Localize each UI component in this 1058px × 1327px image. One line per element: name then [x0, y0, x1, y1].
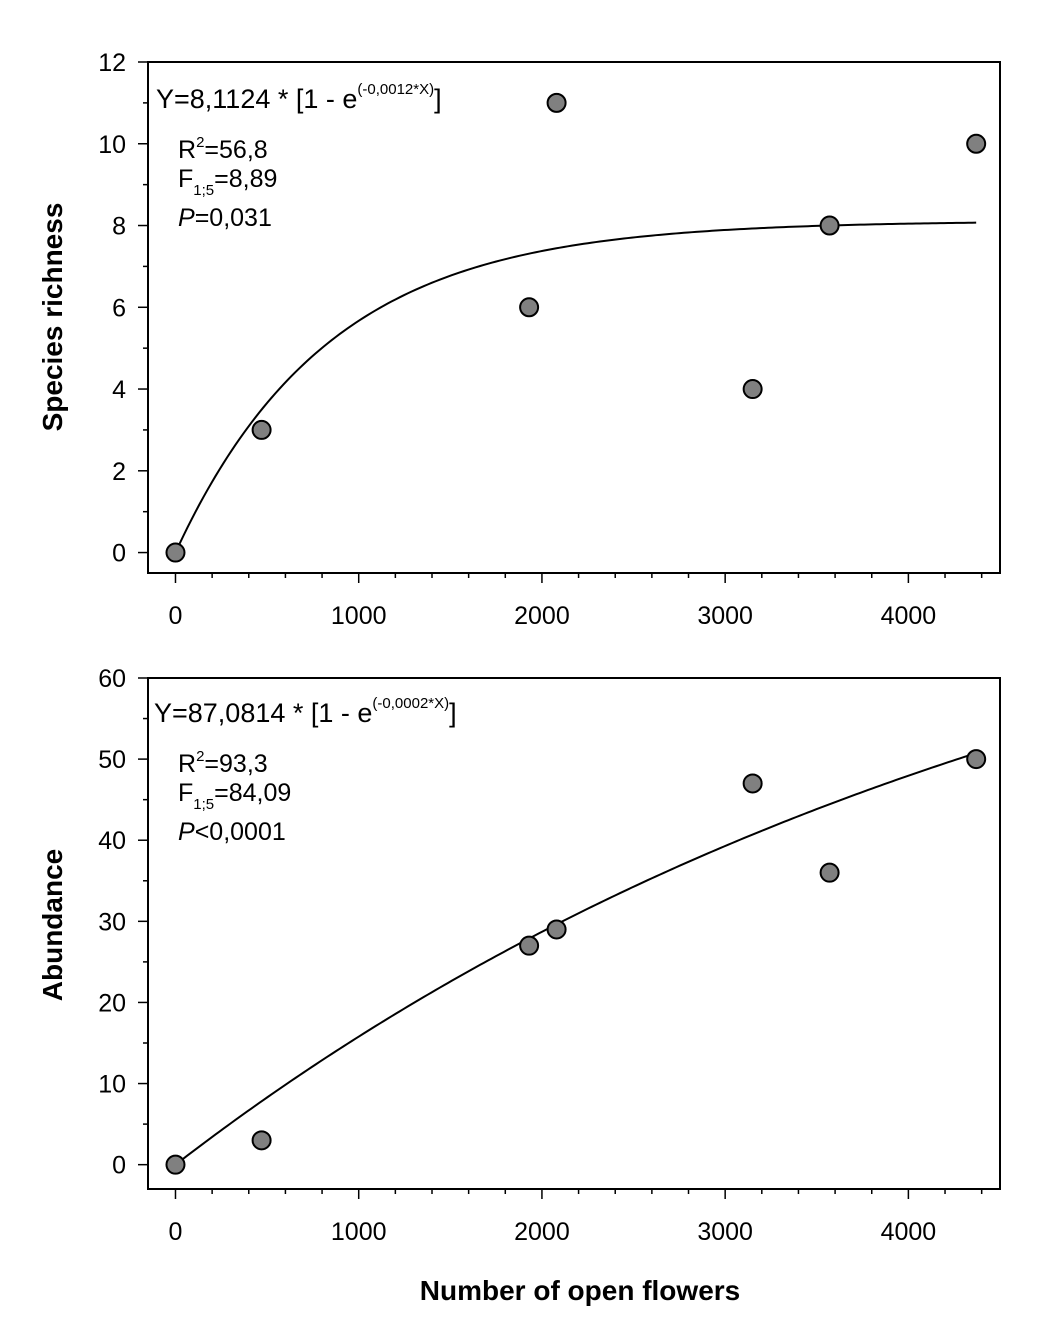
f-value: =84,09 [214, 779, 291, 807]
y-tick-label: 4 [112, 376, 126, 404]
data-point [819, 215, 840, 236]
y-tick-label: 40 [98, 827, 126, 855]
y-tick-label: 10 [98, 131, 126, 159]
y-tick-label: 10 [98, 1071, 126, 1099]
r-squared-stat: R2=56,8 [178, 134, 268, 164]
equation-prefix: Y=8,1124 * [1 - e [156, 84, 357, 114]
axis-ticks: 0 1000 2000 3000 4000 0 2 4 6 8 10 12 [98, 49, 983, 630]
y-axis-title: Abundance [37, 849, 68, 1001]
p-value: <0,0001 [195, 818, 286, 846]
p-stat: P<0,0001 [178, 818, 286, 846]
data-point [742, 773, 763, 794]
f-stat: F1;5=84,09 [178, 779, 291, 813]
equation-suffix: ] [434, 84, 442, 114]
f-value: =8,89 [214, 165, 277, 193]
abundance-panel: 0 1000 2000 3000 4000 0 10 20 30 40 50 60 Abundance… [37, 665, 1001, 1306]
x-axis-title: Number of open flowers [420, 1275, 740, 1306]
x-tick-label: 1000 [331, 602, 387, 630]
f-stat: F1;5=8,89 [178, 165, 277, 199]
equation-suffix: ] [449, 698, 457, 728]
fit-curve-layer [174, 221, 977, 553]
data-point [966, 133, 987, 154]
fit-curve [174, 221, 977, 553]
x-tick-label: 1000 [331, 1218, 387, 1246]
y-axis-title: Species richness [37, 203, 68, 432]
data-point [519, 935, 540, 956]
r-squared-value: =56,8 [204, 136, 267, 164]
f-sub: 1;5 [193, 796, 214, 813]
r-squared-stat: R2=93,3 [178, 748, 268, 778]
data-point [966, 749, 987, 770]
x-tick-label: 2000 [514, 602, 570, 630]
p-value: =0,031 [195, 204, 272, 232]
x-tick-label: 0 [169, 602, 183, 630]
axis-ticks: 0 1000 2000 3000 4000 0 10 20 30 40 50 60 [98, 665, 983, 1246]
plot-frame [147, 677, 1001, 1190]
plot-frame [147, 61, 1001, 574]
data-point [251, 1130, 272, 1151]
y-tick-label: 50 [98, 746, 126, 774]
data-point [165, 542, 186, 563]
data-point [819, 862, 840, 883]
equation-prefix: Y=87,0814 * [1 - e [154, 698, 372, 728]
y-tick-label: 60 [98, 665, 126, 693]
x-tick-label: 0 [169, 1218, 183, 1246]
fit-equation: Y=87,0814 * [1 - e(-0,0002*X)] [154, 695, 457, 728]
data-points-layer [165, 92, 987, 563]
fit-curve [174, 752, 977, 1166]
f-label: F [178, 165, 193, 193]
r-squared-sup: 2 [196, 134, 204, 151]
r-squared-label: R [178, 136, 196, 164]
y-tick-label: 0 [112, 1152, 126, 1180]
y-tick-label: 2 [112, 458, 126, 486]
p-label: P [178, 204, 195, 232]
r-squared-sup: 2 [196, 748, 204, 765]
y-tick-label: 12 [98, 49, 126, 77]
y-tick-label: 6 [112, 294, 126, 322]
p-stat: P=0,031 [178, 204, 272, 232]
species-richness-panel: 0 1000 2000 3000 4000 0 2 4 6 8 10 12 Species richn… [37, 49, 1001, 630]
data-points-layer [165, 749, 987, 1175]
x-tick-label: 2000 [514, 1218, 570, 1246]
r-squared-label: R [178, 750, 196, 778]
p-label: P [178, 818, 195, 846]
equation-exponent: (-0,0002*X) [372, 695, 449, 712]
equation-exponent: (-0,0012*X) [357, 81, 434, 98]
data-point [165, 1154, 186, 1175]
data-point [251, 419, 272, 440]
x-tick-label: 3000 [697, 1218, 753, 1246]
x-tick-label: 3000 [697, 602, 753, 630]
f-label: F [178, 779, 193, 807]
r-squared-value: =93,3 [204, 750, 267, 778]
x-tick-label: 4000 [881, 1218, 937, 1246]
data-point [546, 919, 567, 940]
f-sub: 1;5 [193, 182, 214, 199]
x-tick-label: 4000 [881, 602, 937, 630]
data-point [519, 297, 540, 318]
y-tick-label: 0 [112, 540, 126, 568]
data-point [546, 92, 567, 113]
y-tick-label: 8 [112, 213, 126, 241]
fit-equation: Y=8,1124 * [1 - e(-0,0012*X)] [156, 81, 442, 114]
y-tick-label: 20 [98, 989, 126, 1017]
data-point [742, 379, 763, 400]
y-tick-label: 30 [98, 908, 126, 936]
fit-curve-layer [174, 752, 977, 1166]
